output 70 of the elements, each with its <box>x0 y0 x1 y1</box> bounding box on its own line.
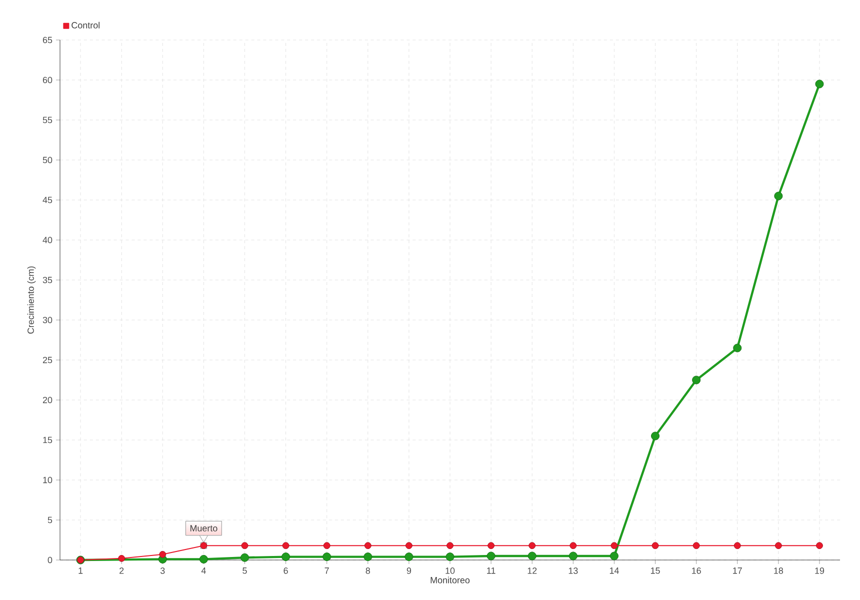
y-tick-label: 0 <box>48 556 52 564</box>
point <box>282 542 290 550</box>
point <box>241 542 248 550</box>
point <box>774 192 783 200</box>
y-tick-label: 25 <box>42 356 52 364</box>
point <box>570 542 577 550</box>
x-tick-label: 9 <box>406 568 412 574</box>
point <box>488 542 495 550</box>
x-tick-label: 10 <box>446 568 455 574</box>
y-tick-label: 30 <box>42 316 52 324</box>
point <box>159 550 166 558</box>
x-tick-label: 19 <box>815 568 824 574</box>
point <box>322 552 332 562</box>
x-tick-label: 16 <box>692 568 701 574</box>
point <box>774 542 782 550</box>
y-tick-label: 55 <box>42 116 52 124</box>
x-tick-label: 14 <box>610 568 619 574</box>
x-tick-label: 11 <box>487 568 496 574</box>
y-tick-label: 65 <box>42 36 52 44</box>
point <box>404 552 414 562</box>
point <box>528 542 536 550</box>
x-tick-label: 12 <box>528 568 537 574</box>
x-tick-label: 13 <box>568 568 578 574</box>
x-tick-label: 2 <box>120 568 124 574</box>
point <box>446 552 454 562</box>
x-tick-label: 6 <box>284 568 288 574</box>
x-tick-label: 1 <box>78 568 83 574</box>
x-tick-label: 5 <box>242 568 247 574</box>
y-tick-label: 60 <box>42 76 52 84</box>
point <box>282 552 290 562</box>
point <box>118 554 126 562</box>
y-tick-label: 40 <box>42 236 52 244</box>
x-axis-title: Monitoreo <box>430 576 470 584</box>
point <box>364 542 372 550</box>
point <box>240 553 249 562</box>
point <box>815 80 824 88</box>
point <box>733 344 742 352</box>
x-tick-label: 15 <box>650 568 660 574</box>
point <box>199 554 208 564</box>
point <box>816 542 823 550</box>
x-tick-label: 8 <box>366 568 370 574</box>
y-tick-label: 15 <box>43 436 52 444</box>
point <box>610 552 618 560</box>
y-axis-title: Crecimiento (cm) <box>27 266 36 334</box>
point <box>610 542 618 550</box>
x-tick-label: 18 <box>774 568 784 574</box>
point <box>734 542 741 550</box>
x-tick-label: 3 <box>160 568 165 574</box>
x-tick-label: 7 <box>324 568 329 574</box>
y-tick-label: 10 <box>43 476 52 484</box>
point <box>364 552 372 562</box>
point <box>528 552 536 560</box>
legend-label: Control <box>72 22 100 28</box>
y-tick-label: 5 <box>48 516 52 524</box>
x-tick-label: 17 <box>733 568 742 574</box>
point <box>652 542 659 550</box>
point <box>568 552 578 560</box>
x-tick-label: 4 <box>201 568 206 574</box>
y-tick-label: 50 <box>42 156 52 164</box>
annotation: Muerto <box>190 525 218 532</box>
y-tick-label: 45 <box>42 196 52 204</box>
y-tick-label: 20 <box>42 396 52 404</box>
y-tick-label: 35 <box>42 276 52 284</box>
point <box>486 552 496 560</box>
point <box>651 432 660 440</box>
point <box>446 542 454 550</box>
point <box>323 542 330 550</box>
point <box>692 376 701 384</box>
point <box>406 542 412 550</box>
point <box>692 542 700 550</box>
